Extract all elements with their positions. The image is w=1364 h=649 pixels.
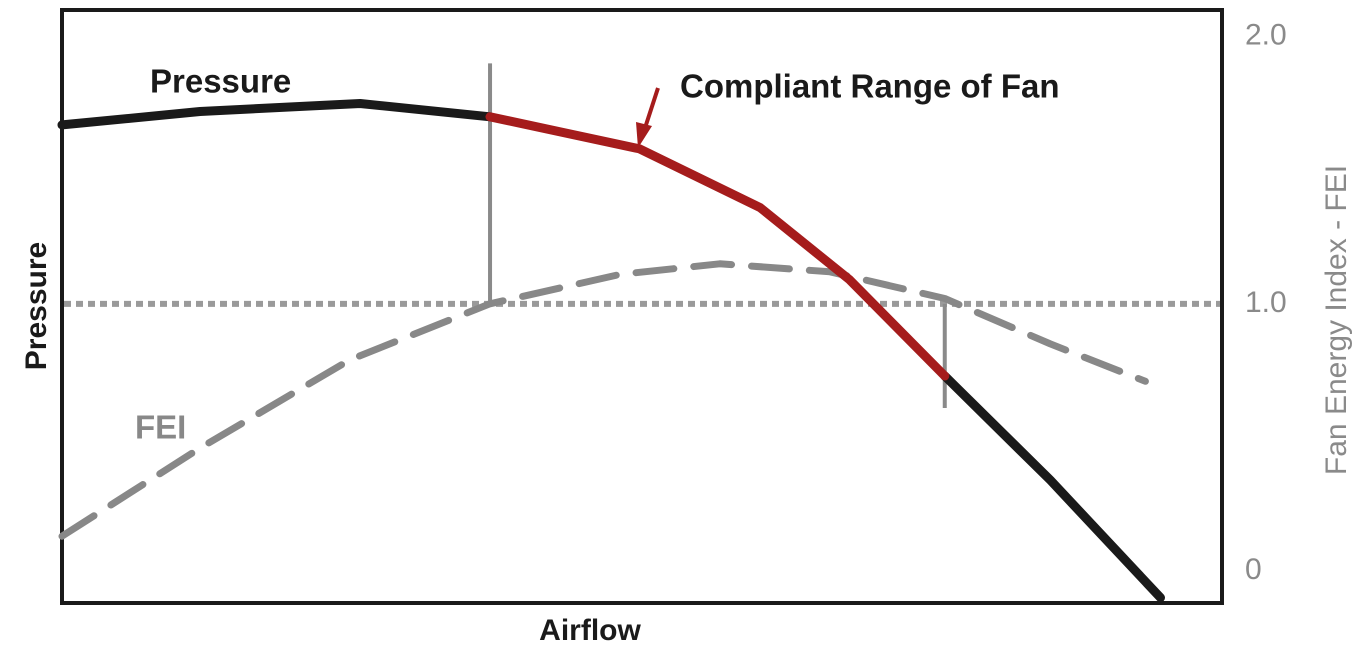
plot-frame (60, 8, 1224, 605)
series-label: FEI (135, 409, 186, 446)
series-label: Compliant Range of Fan (680, 68, 1060, 105)
y-axis-title: Pressure (20, 242, 53, 370)
series-line (58, 260, 1149, 540)
annotation-arrow (636, 87, 660, 148)
series-line (57, 99, 1165, 603)
y2-tick-label: 2.0 (1245, 19, 1287, 52)
y2-tick-label: 0 (1245, 553, 1262, 586)
series-label: Pressure (150, 63, 291, 100)
y2-tick-label: 1.0 (1245, 286, 1287, 319)
x-axis-title: Airflow (539, 614, 641, 647)
series-line (485, 112, 950, 381)
y2-axis-title: Fan Energy Index - FEI (1320, 165, 1353, 475)
